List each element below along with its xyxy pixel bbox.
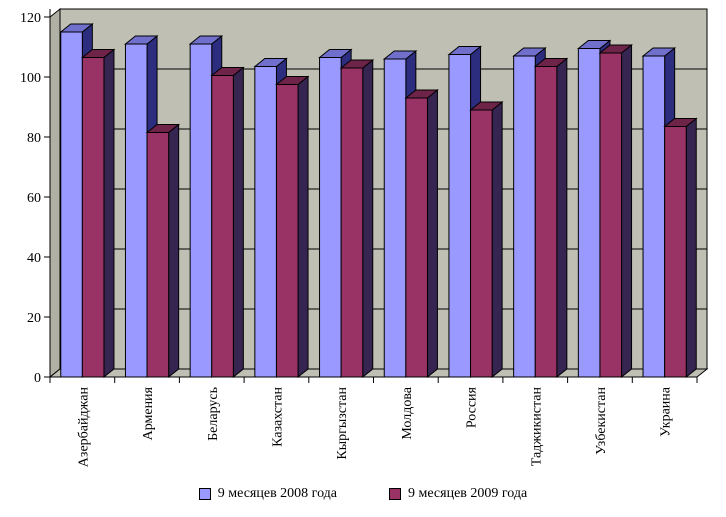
bar bbox=[577, 48, 601, 378]
x-category-label: Казахстан bbox=[270, 386, 285, 446]
bar bbox=[319, 57, 342, 378]
legend: 9 месяцев 2008 года 9 месяцев 2009 года bbox=[0, 486, 726, 502]
bar-side bbox=[362, 58, 374, 379]
bar bbox=[405, 97, 428, 378]
bar-side bbox=[168, 123, 180, 379]
bar bbox=[383, 58, 407, 378]
y-tick-label: 120 bbox=[20, 11, 41, 26]
bar bbox=[534, 66, 558, 378]
bar bbox=[470, 109, 493, 378]
y-tick-label: 100 bbox=[20, 71, 41, 86]
bar bbox=[642, 55, 666, 378]
bar bbox=[81, 57, 105, 378]
legend-item-2008: 9 месяцев 2008 года bbox=[198, 486, 337, 502]
legend-label-2008: 9 месяцев 2008 года bbox=[217, 486, 337, 501]
bar-side bbox=[426, 88, 438, 379]
bar bbox=[275, 84, 299, 378]
bar-side bbox=[232, 66, 244, 379]
x-category-label: Украина bbox=[659, 386, 674, 437]
plot-svg: 0 20 40 60 80 100 120 Азербайджан Армения Беларус… bbox=[20, 7, 709, 467]
bar-side bbox=[297, 75, 309, 379]
bar-side bbox=[685, 117, 697, 379]
bar bbox=[60, 31, 83, 378]
plot-side-wall bbox=[49, 7, 61, 379]
bar-side bbox=[491, 100, 503, 379]
x-category-label: Кыргызстан bbox=[335, 387, 350, 460]
legend-label-2009: 9 месяцев 2009 года bbox=[408, 486, 528, 501]
x-category-label: Россия bbox=[465, 386, 480, 428]
legend-swatch-2009 bbox=[389, 488, 401, 500]
bar bbox=[599, 52, 623, 378]
y-tick-label: 0 bbox=[34, 371, 41, 386]
bar bbox=[513, 55, 536, 378]
x-category-label: Таджикистан bbox=[529, 387, 544, 467]
y-tick-label: 40 bbox=[27, 251, 41, 266]
bar bbox=[146, 132, 170, 378]
x-category-label: Молдова bbox=[400, 386, 415, 439]
bar bbox=[211, 75, 234, 378]
legend-swatch-2008 bbox=[198, 488, 211, 500]
bar-side bbox=[556, 57, 568, 379]
x-category-label: Узбекистан bbox=[594, 387, 609, 455]
bar-side bbox=[103, 48, 115, 379]
x-category-label: Беларусь bbox=[206, 387, 221, 441]
bar bbox=[340, 67, 364, 378]
bar bbox=[664, 126, 687, 378]
y-tick-label: 60 bbox=[27, 191, 41, 206]
x-category-label: Армения bbox=[141, 386, 156, 440]
bar bbox=[448, 54, 472, 378]
bar bbox=[124, 43, 148, 378]
bar-side bbox=[621, 43, 633, 379]
y-tick-label: 80 bbox=[27, 131, 41, 146]
x-category-label: Азербайджан bbox=[76, 386, 91, 467]
bar bbox=[254, 66, 277, 378]
y-tick-label: 20 bbox=[27, 311, 41, 326]
legend-item-2009: 9 месяцев 2009 года bbox=[389, 486, 527, 502]
bar bbox=[189, 43, 213, 378]
